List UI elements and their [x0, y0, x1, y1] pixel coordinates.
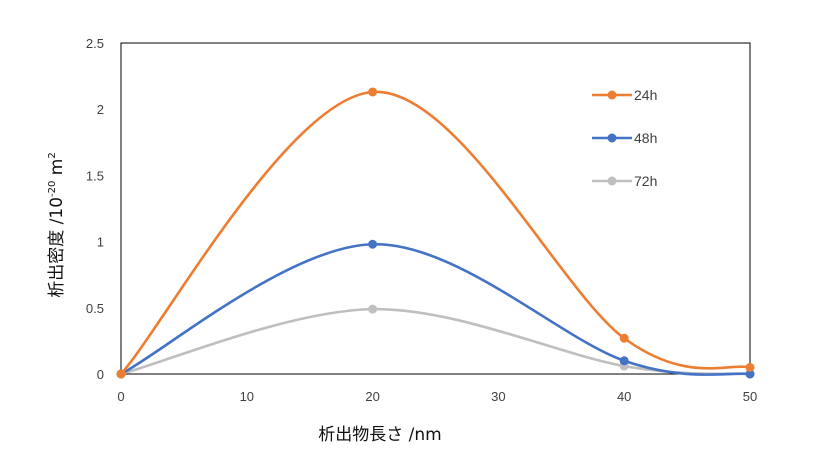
plot-area	[120, 42, 751, 375]
legend-label-72h: 72h	[634, 173, 657, 189]
y-tick-label: 1.5	[86, 168, 104, 183]
x-axis-title: 析出物長さ /nm	[318, 425, 441, 445]
data-point-24h	[116, 369, 126, 379]
x-tick-label: 50	[743, 389, 757, 404]
legend-label-24h: 24h	[634, 87, 657, 103]
x-tick-label: 40	[617, 389, 631, 404]
x-tick-label: 10	[240, 389, 254, 404]
y-tick-label: 0.5	[86, 301, 104, 316]
legend-marker-48h	[607, 133, 617, 143]
data-point-48h	[745, 369, 755, 379]
y-axis-title-exponent: -20	[47, 181, 58, 197]
x-tick-label: 0	[117, 389, 124, 404]
y-axis-title-unit-exponent: 2	[47, 152, 58, 158]
y-axis-title-unit: m	[47, 159, 67, 181]
data-point-48h	[368, 239, 378, 249]
data-point-24h	[619, 333, 629, 343]
data-point-72h	[368, 304, 378, 314]
data-point-48h	[619, 356, 629, 366]
data-point-24h	[368, 87, 378, 97]
legend: 24h 48h 72h	[592, 87, 657, 189]
y-axis-title-main: 析出密度 /10	[47, 197, 67, 298]
series-line-48h	[119, 242, 752, 376]
x-axis: 0 10 20 30 40 50	[117, 389, 757, 404]
y-tick-label: 1	[97, 235, 104, 250]
x-tick-label: 30	[491, 389, 505, 404]
y-axis-title: 析出密度 /10-20 m2	[47, 152, 67, 297]
x-tick-label: 20	[365, 389, 379, 404]
legend-marker-72h	[607, 176, 617, 186]
series-layer	[116, 87, 755, 379]
legend-label-48h: 48h	[634, 130, 657, 146]
series-line-24h	[119, 90, 752, 376]
legend-marker-24h	[607, 90, 617, 100]
y-tick-label: 2	[97, 102, 104, 117]
y-tick-label: 2.5	[86, 36, 104, 51]
data-point-24h	[745, 362, 755, 372]
y-axis: 0 0.5 1 1.5 2 2.5	[86, 36, 104, 382]
y-tick-label: 0	[97, 367, 104, 382]
